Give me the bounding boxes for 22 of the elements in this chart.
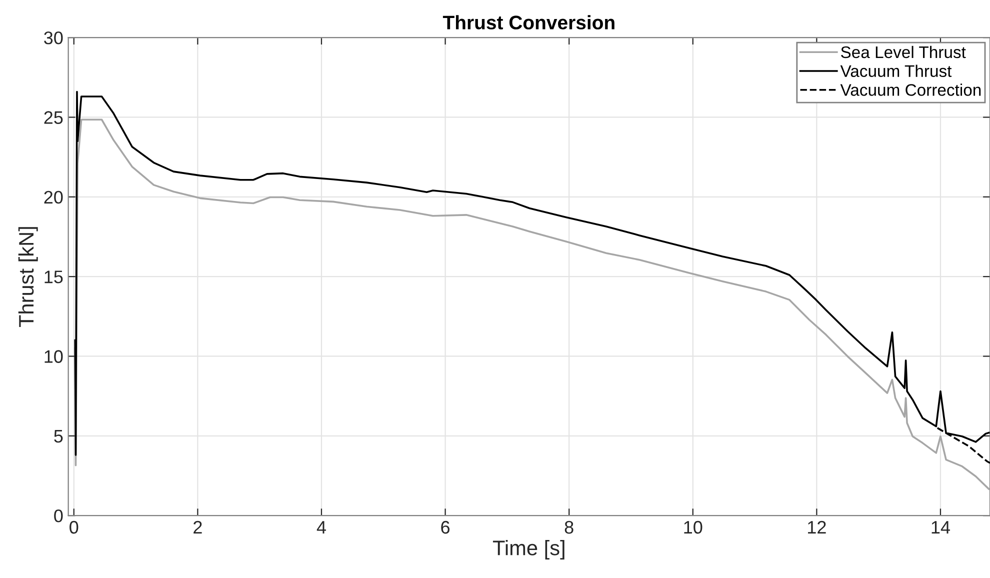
x-tick-label: 6 (441, 520, 450, 534)
y-tick-label: 10 (44, 350, 63, 363)
x-tick-label: 8 (564, 520, 574, 534)
x-tick-label: 14 (932, 521, 950, 534)
x-tick-label: 12 (808, 520, 826, 534)
x-axis-title: Time [s] (492, 540, 564, 560)
y-tick-label: 5 (54, 430, 63, 443)
line-series (74, 118, 990, 490)
legend-label: Vacuum Correction (840, 84, 981, 96)
y-tick-label: 20 (44, 190, 63, 204)
y-tick-label: 30 (44, 32, 63, 44)
legend-label: Sea Level Thrust (841, 46, 966, 58)
legend-label: Vacuum Thrust (840, 64, 952, 78)
y-tick-label: 25 (44, 111, 63, 124)
x-tick-label: 10 (684, 520, 702, 534)
x-tick-label: 0 (70, 520, 78, 534)
y-tick-label: 0 (54, 510, 63, 522)
y-tick-label: 15 (44, 270, 63, 284)
chart-title: Thrust Conversion (442, 15, 614, 30)
x-tick-label: 4 (316, 521, 326, 534)
y-axis-title: Thrust [kN] (18, 227, 38, 328)
x-tick-label: 2 (194, 520, 202, 534)
